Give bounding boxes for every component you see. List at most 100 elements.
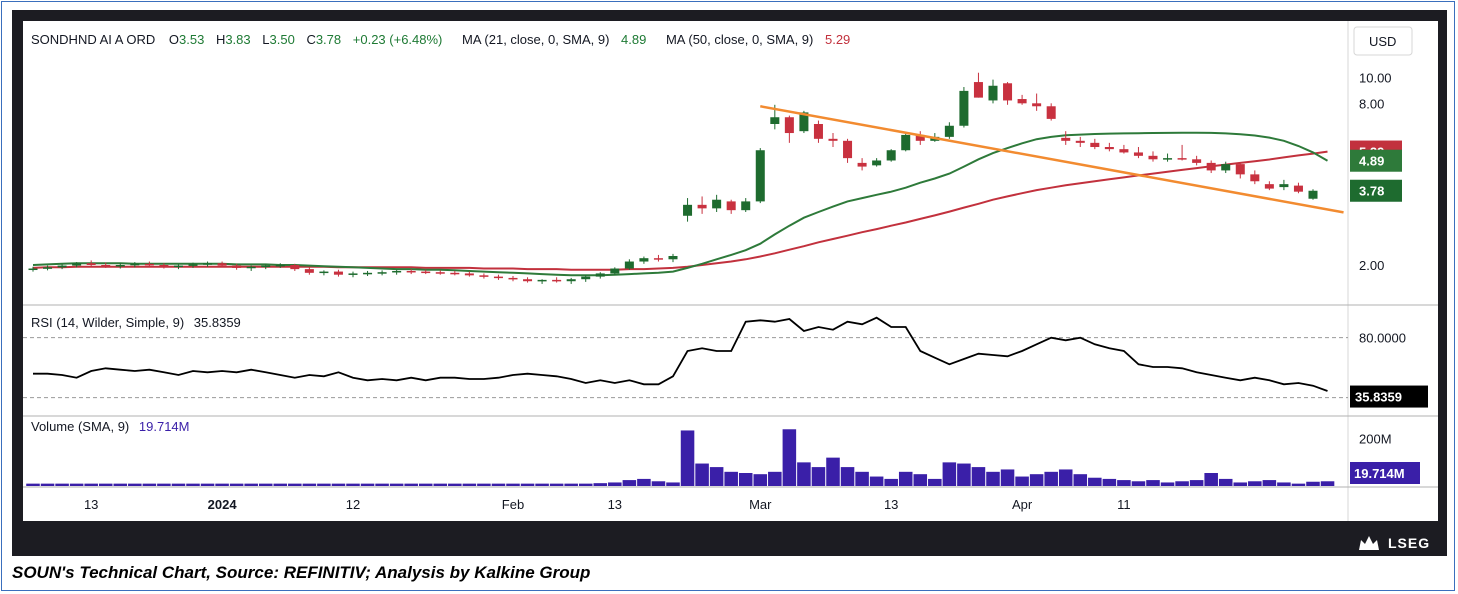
volume-bar — [957, 463, 971, 486]
candle-body — [290, 264, 300, 270]
volume-bar — [1146, 480, 1160, 486]
ma21-line — [32, 131, 1328, 277]
volume-bar — [171, 483, 186, 486]
rsi-line — [33, 316, 1328, 392]
candle-body — [973, 82, 983, 98]
candle-body — [392, 270, 402, 273]
change-value: +0.23 (+6.48%) — [353, 32, 443, 47]
candle-body — [901, 134, 911, 151]
candle-body — [508, 277, 518, 280]
x-tick-label: 13 — [608, 497, 622, 512]
volume-bar — [709, 467, 724, 486]
trendline — [760, 105, 1344, 214]
chart-area: SONDHND AI A ORD O3.53 H3.83 L3.50 C3.78… — [23, 21, 1438, 521]
candle-body — [493, 276, 503, 279]
volume-bar — [1044, 471, 1058, 486]
volume-bar — [229, 483, 244, 486]
volume-tick-label: 200M — [1359, 432, 1392, 447]
candle-body — [319, 271, 329, 274]
volume-bar — [942, 462, 957, 486]
x-tick-label: 2024 — [208, 497, 238, 512]
volume-bar — [157, 483, 171, 486]
candle-body — [1119, 149, 1129, 153]
volume-bar — [26, 483, 40, 486]
candle-body — [1221, 164, 1231, 171]
candle-body — [348, 273, 358, 275]
candle-body — [72, 263, 82, 266]
candle-body — [479, 275, 489, 277]
volume-bar — [448, 483, 462, 486]
candle-body — [28, 268, 38, 271]
candle-body — [653, 258, 663, 260]
volume-bar — [302, 483, 317, 486]
candle-body — [217, 263, 227, 266]
volume-bar — [738, 473, 753, 486]
candle-body — [333, 271, 343, 275]
x-tick-label: Mar — [749, 497, 772, 512]
volume-bar — [375, 483, 389, 486]
candle-body — [1250, 174, 1260, 182]
volume-bar — [840, 467, 855, 486]
price-badge — [1350, 149, 1402, 172]
volume-bar — [898, 471, 913, 486]
volume-bar — [477, 483, 491, 486]
x-tick-label: 12 — [346, 497, 360, 512]
volume-bar — [462, 483, 477, 486]
volume-bar — [928, 478, 942, 486]
volume-bar — [680, 430, 695, 486]
volume-bar — [1218, 478, 1233, 486]
volume-bar — [1277, 482, 1291, 486]
candle-body — [1177, 158, 1187, 160]
volume-bar — [797, 462, 811, 486]
svg-text:SONDHND AI A ORD O3.53: SONDHND AI A ORD O3.53 H3.83 L3.50 C3.78… — [31, 32, 850, 47]
volume-bar — [608, 482, 622, 486]
svg-text:Volume (SMA, 9) 19.714M: Volume (SMA, 9) 19.714M — [31, 419, 189, 434]
volume-bar — [724, 471, 738, 486]
volume-bar — [1291, 483, 1306, 486]
price-tick-label: 2.00 — [1359, 258, 1384, 273]
candle-body — [523, 279, 533, 282]
volume-bar — [84, 483, 98, 486]
volume-bar — [535, 483, 549, 486]
candle-body — [1061, 137, 1071, 141]
candle-body — [377, 272, 387, 274]
candle-body — [246, 266, 256, 269]
candle-body — [232, 265, 242, 268]
chart-svg: SONDHND AI A ORD O3.53 H3.83 L3.50 C3.78… — [23, 21, 1438, 521]
ma50-value: 5.29 — [825, 32, 850, 47]
volume-badge-label: 19.714M — [1354, 466, 1405, 481]
volume-bar — [113, 483, 128, 486]
volume-bar — [637, 478, 651, 486]
volume-bar — [273, 483, 288, 486]
ma21-value: 4.89 — [621, 32, 646, 47]
candle-body — [1003, 83, 1013, 101]
volume-bar — [404, 483, 418, 486]
candle-body — [464, 273, 474, 276]
candle-body — [144, 263, 154, 266]
candle-body — [304, 269, 314, 273]
candle-body — [261, 265, 271, 268]
volume-bar — [811, 467, 826, 486]
volume-bar — [1131, 481, 1146, 486]
volume-bar — [186, 483, 200, 486]
currency-button[interactable] — [1353, 26, 1413, 56]
candle-body — [1293, 185, 1303, 192]
volume-value-legend: 19.714M — [139, 419, 190, 434]
volume-bar — [244, 483, 258, 486]
chart-caption: SOUN's Technical Chart, Source: REFINITI… — [12, 563, 591, 582]
volume-bar — [622, 480, 637, 486]
price-badge-label: 3.78 — [1359, 184, 1384, 199]
candle-body — [959, 90, 969, 126]
candle-body — [886, 150, 896, 161]
candle-body — [712, 199, 722, 209]
volume-bar — [666, 482, 680, 486]
volume-panel — [26, 429, 1335, 486]
volume-bar — [215, 483, 229, 486]
price-badge-label: 4.89 — [1359, 154, 1384, 169]
candle-body — [988, 85, 998, 101]
rsi-badge-label: 35.8359 — [1355, 390, 1402, 405]
volume-bar — [564, 483, 578, 486]
volume-bar — [491, 483, 506, 486]
candle-body — [1308, 190, 1318, 199]
candle-body — [843, 140, 853, 159]
